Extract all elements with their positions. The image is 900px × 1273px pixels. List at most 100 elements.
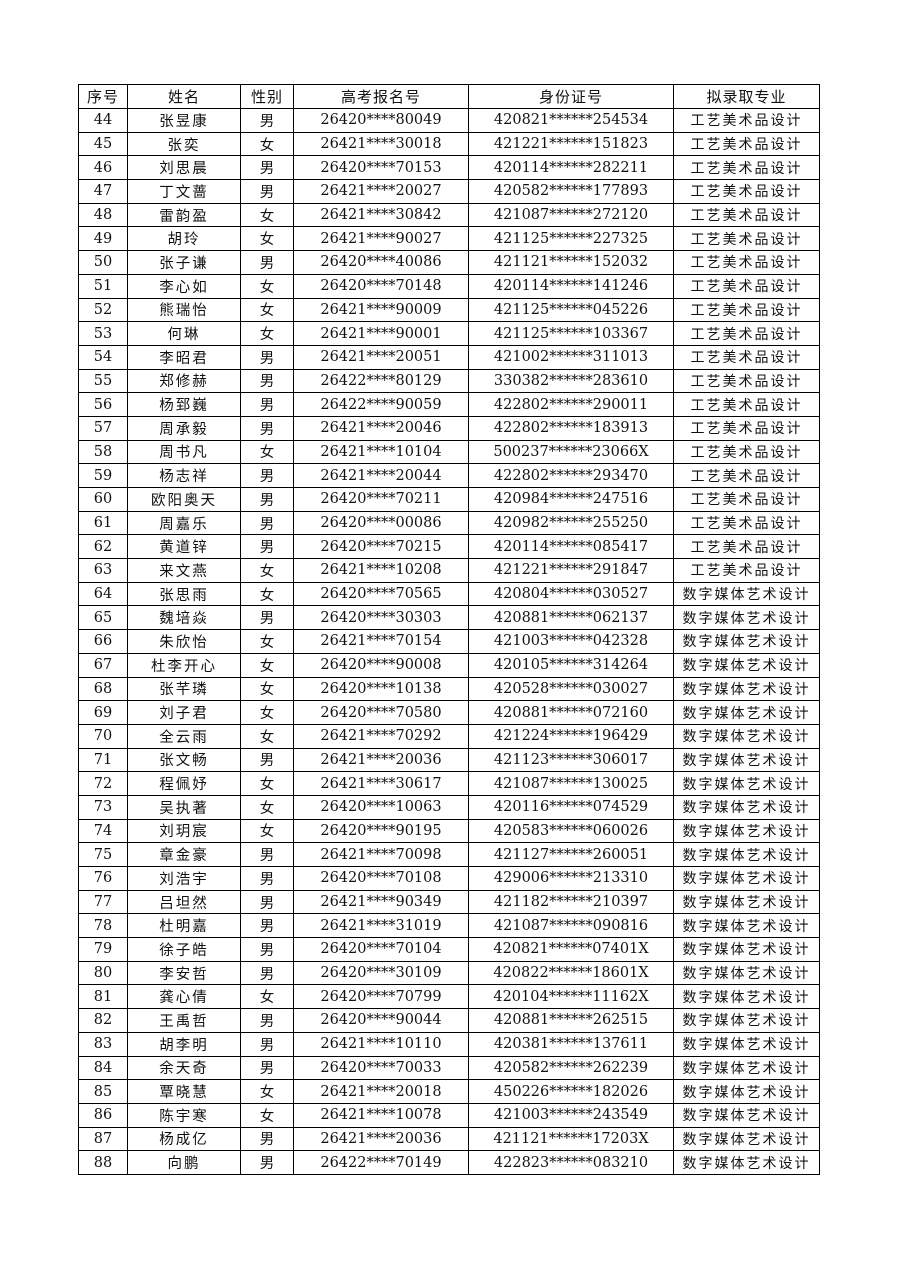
major-cell: 数字媒体艺术设计: [673, 960, 820, 986]
table-row: 85 覃晓慧女 26421****20018 450226******182026 数字…: [78, 1079, 820, 1104]
table-row: 84 余天奇男 26420****70033 420582******262239 数字…: [78, 1055, 820, 1081]
gender-cell: 女: [240, 984, 294, 1010]
major-cell: 数字媒体艺术设计: [673, 818, 820, 844]
seq-cell: 69: [78, 700, 128, 725]
exam-number-cell: 26420****70799: [293, 984, 469, 1010]
table-row: 76 刘浩宇男 26420****70108 429006******213310 数字…: [78, 866, 820, 891]
major-cell: 工艺美术品设计: [673, 321, 820, 346]
seq-cell: 68: [78, 676, 128, 702]
major-cell: 数字媒体艺术设计: [673, 913, 820, 939]
gender-cell: 男: [240, 1008, 294, 1033]
exam-number-cell: 26420****90195: [293, 818, 469, 844]
gender-cell: 男: [240, 510, 294, 536]
table-row: 52 熊瑞怡女 26421****90009 421125******045226 工艺…: [78, 297, 820, 323]
table-row: 68 张芊璘女 26420****10138 420528******030027 数字…: [78, 676, 820, 702]
gender-cell: 女: [240, 818, 294, 844]
major-cell: 数字媒体艺术设计: [673, 747, 820, 773]
exam-number-cell: 26422****70149: [293, 1150, 469, 1175]
gender-cell: 女: [240, 794, 294, 820]
exam-number-cell: 26420****70565: [293, 581, 469, 607]
major-cell: 数字媒体艺术设计: [673, 1079, 820, 1104]
table-row: 58 周书凡女 26421****10104 500237******23066X 工艺…: [78, 439, 820, 465]
table-row: 57 周承毅男 26421****20046 422802******183913 工艺…: [78, 415, 820, 441]
id-number-cell: 420381******137611: [468, 1031, 674, 1057]
seq-cell: 78: [78, 913, 128, 939]
major-cell: 工艺美术品设计: [673, 487, 820, 512]
exam-number-cell: 26421****30018: [293, 131, 469, 157]
seq-cell: 58: [78, 439, 128, 465]
table-row: 46 刘思晨男 26420****70153 420114******282211 工艺…: [78, 155, 820, 181]
seq-cell: 48: [78, 202, 128, 228]
seq-cell: 80: [78, 960, 128, 986]
major-cell: 工艺美术品设计: [673, 463, 820, 488]
id-number-cell: 420582******262239: [468, 1055, 674, 1081]
id-number-cell: 421087******272120: [468, 202, 674, 228]
gender-cell: 女: [240, 700, 294, 725]
name-cell: 张芊璘: [127, 676, 241, 702]
seq-cell: 46: [78, 155, 128, 181]
table-row: 62 黄道锌男 26420****70215 420114******085417 工艺…: [78, 534, 820, 560]
gender-cell: 男: [240, 415, 294, 441]
major-cell: 工艺美术品设计: [673, 439, 820, 465]
major-cell: 工艺美术品设计: [673, 131, 820, 157]
exam-number-cell: 26421****20046: [293, 415, 469, 441]
seq-cell: 72: [78, 771, 128, 796]
exam-number-cell: 26422****80129: [293, 368, 469, 394]
id-number-cell: 420984******247516: [468, 487, 674, 512]
table-row: 55 郑修赫男 26422****80129 330382******283610 工艺…: [78, 368, 820, 394]
table-body: 44 张昱康男 26420****80049 420821******254534 工艺…: [78, 108, 820, 1175]
exam-number-cell: 26420****40086: [293, 250, 469, 275]
major-cell: 数字媒体艺术设计: [673, 581, 820, 607]
major-cell: 工艺美术品设计: [673, 273, 820, 299]
name-cell: 程佩妤: [127, 771, 241, 796]
gender-cell: 男: [240, 1126, 294, 1152]
exam-number-cell: 26421****30842: [293, 202, 469, 228]
gender-cell: 女: [240, 226, 294, 252]
name-cell: 陈宇寒: [127, 1102, 241, 1128]
exam-number-cell: 26421****30617: [293, 771, 469, 796]
gender-cell: 男: [240, 368, 294, 394]
table-row: 47 丁文蔷男 26421****20027 420582******177893 工艺…: [78, 179, 820, 204]
major-cell: 数字媒体艺术设计: [673, 1150, 820, 1175]
name-cell: 张昱康: [127, 108, 241, 133]
gender-cell: 女: [240, 652, 294, 678]
exam-number-cell: 26420****80049: [293, 108, 469, 133]
gender-cell: 男: [240, 392, 294, 417]
id-number-cell: 420583******060026: [468, 818, 674, 844]
table-row: 65 魏培焱男 26420****30303 420881******062137 数字…: [78, 605, 820, 631]
major-cell: 数字媒体艺术设计: [673, 1102, 820, 1128]
name-cell: 周书凡: [127, 439, 241, 465]
gender-cell: 男: [240, 937, 294, 962]
table-row: 48 雷韵盈女 26421****30842 421087******272120 工艺…: [78, 202, 820, 228]
id-number-cell: 421003******243549: [468, 1102, 674, 1128]
gender-cell: 男: [240, 1031, 294, 1057]
gender-cell: 女: [240, 558, 294, 583]
exam-number-cell: 26422****90059: [293, 392, 469, 417]
name-cell: 周承毅: [127, 415, 241, 441]
id-number-cell: 420822******18601X: [468, 960, 674, 986]
exam-number-cell: 26420****70104: [293, 937, 469, 962]
id-number-cell: 421182******210397: [468, 889, 674, 915]
seq-cell: 62: [78, 534, 128, 560]
name-cell: 朱欣怡: [127, 629, 241, 654]
gender-cell: 男: [240, 960, 294, 986]
major-cell: 工艺美术品设计: [673, 155, 820, 181]
gender-cell: 女: [240, 723, 294, 749]
table-row: 69 刘子君女 26420****70580 420881******072160 数字…: [78, 700, 820, 725]
id-number-cell: 420114******282211: [468, 155, 674, 181]
seq-cell: 50: [78, 250, 128, 275]
gender-cell: 男: [240, 463, 294, 488]
table-row: 79 徐子皓男 26420****70104 420821******07401X 数字…: [78, 937, 820, 962]
seq-cell: 51: [78, 273, 128, 299]
exam-number-cell: 26421****70292: [293, 723, 469, 749]
name-cell: 杨郅巍: [127, 392, 241, 417]
exam-number-cell: 26421****10078: [293, 1102, 469, 1128]
name-cell: 李心如: [127, 273, 241, 299]
id-number-cell: 420881******072160: [468, 700, 674, 725]
table-row: 60 欧阳奥天男 26420****70211 420984******247516 工…: [78, 487, 820, 512]
seq-cell: 71: [78, 747, 128, 773]
table-row: 86 陈宇寒女 26421****10078 421003******243549 数字…: [78, 1102, 820, 1128]
exam-number-cell: 26420****70153: [293, 155, 469, 181]
id-number-cell: 420881******262515: [468, 1008, 674, 1033]
table-row: 44 张昱康男 26420****80049 420821******254534 工艺…: [78, 108, 820, 133]
